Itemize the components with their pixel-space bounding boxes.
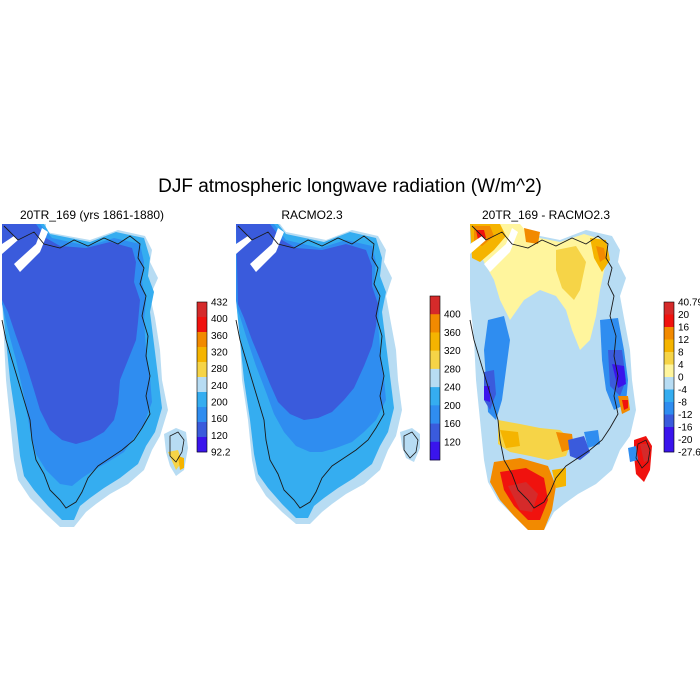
panel-1-colorbar-swatch bbox=[197, 407, 207, 423]
panel-3-colorbar-swatch bbox=[664, 352, 674, 365]
panel-1-coastline bbox=[1, 225, 151, 509]
panel-1-colorbar-swatch bbox=[197, 317, 207, 333]
panel-3-colorbar-label: 20 bbox=[678, 310, 690, 321]
panel-1-colorbar-swatch bbox=[197, 422, 207, 438]
panel-1-colorbar-swatch bbox=[197, 362, 207, 378]
figure-title: DJF atmospheric longwave radiation (W/m^… bbox=[158, 176, 542, 197]
panel-3-title: 20TR_169 - RACMO2.3 bbox=[481, 208, 611, 222]
panel-3-colorbar-swatch bbox=[664, 414, 674, 428]
panel-2-colorbar-swatch bbox=[430, 423, 440, 443]
panel-1-colorbar-label: 360 bbox=[211, 331, 228, 342]
panel-1-colorbar-swatch bbox=[197, 377, 207, 393]
panel-3-south-warm bbox=[498, 420, 572, 460]
panel-1-colorbar-swatch bbox=[197, 347, 207, 363]
panel-1-colorbar-label: 432 bbox=[211, 298, 228, 309]
panel-1-interior bbox=[2, 224, 140, 444]
panel-1-colorbar-frame bbox=[196, 301, 208, 453]
panel-3-colorbar-swatch bbox=[664, 314, 674, 328]
panel-2-colorbar-swatch bbox=[430, 405, 440, 424]
panel-3-colorbar-swatch bbox=[664, 402, 674, 415]
panel-2-colorbar-frame bbox=[429, 295, 441, 461]
panel-2-title: RACMO2.3 bbox=[281, 208, 343, 222]
panel-1-title: 20TR_169 (yrs 1861-1880) bbox=[19, 208, 165, 222]
panel-2-colorbar-swatch bbox=[430, 441, 440, 461]
panel-3-map bbox=[469, 224, 652, 530]
panel-2-interior bbox=[236, 224, 378, 420]
panel-3-colorbar-label: -4 bbox=[678, 385, 687, 396]
panel-2-colorbar-label: 200 bbox=[444, 401, 461, 412]
panel-3-colorbar-label: 0 bbox=[678, 373, 684, 384]
panel-3-colorbar-swatch bbox=[664, 439, 674, 453]
panel-2-colorbar-label: 320 bbox=[444, 346, 461, 357]
panel-1-colorbar-label: 280 bbox=[211, 364, 228, 375]
panel-1-colorbar-label: 92.2 bbox=[211, 448, 231, 459]
panel-3-colorbar-swatch bbox=[664, 427, 674, 440]
panel-2-strait bbox=[250, 228, 284, 272]
panel-3-colorbar-swatch bbox=[664, 327, 674, 340]
panel-3-colorbar-swatch bbox=[664, 389, 674, 403]
panel-1-colorbar-label: 160 bbox=[211, 414, 228, 425]
panel-3-colorbar-frame bbox=[663, 301, 675, 453]
panel-1-colorbar-swatch bbox=[197, 332, 207, 348]
panel-3-coastline bbox=[469, 225, 619, 509]
panel-3-colorbar-label: 4 bbox=[678, 360, 684, 371]
panel-2-colorbar-label: 360 bbox=[444, 328, 461, 339]
panel-3-colorbar-label: -8 bbox=[678, 398, 687, 409]
panel-1-colorbar-label: 200 bbox=[211, 398, 228, 409]
panel-1-colorbar-label: 320 bbox=[211, 348, 228, 359]
panel-3-colorbar-label: 12 bbox=[678, 335, 690, 346]
panel-2-colorbar-label: 120 bbox=[444, 437, 461, 448]
panel-2-colorbar-swatch bbox=[430, 387, 440, 406]
panel-2-colorbar-swatch bbox=[430, 368, 440, 388]
panel-2-colorbar-label: 240 bbox=[444, 383, 461, 394]
panel-1-colorbar-swatch bbox=[197, 437, 207, 453]
panel-3-colorbar-label: 40.79 bbox=[678, 298, 700, 309]
panel-3-colorbar-swatch bbox=[664, 339, 674, 353]
colorbars: 43240036032028024020016012092.2400360320… bbox=[196, 295, 700, 461]
panel-2-colorbar-label: 400 bbox=[444, 310, 461, 321]
panel-1-colorbar-label: 400 bbox=[211, 314, 228, 325]
panel-3-colorbar-label: -27.6 bbox=[678, 448, 700, 459]
panel-1-colorbar-label: 120 bbox=[211, 431, 228, 442]
panel-3-colorbar-label: -12 bbox=[678, 410, 693, 421]
panel-3-strait bbox=[484, 228, 518, 272]
panel-1-colorbar-swatch bbox=[197, 302, 207, 318]
panel-2-colorbar-swatch bbox=[430, 296, 440, 315]
panel-1-colorbar-swatch bbox=[197, 392, 207, 408]
panel-3-colorbar-swatch bbox=[664, 302, 674, 315]
panel-3-colorbar-label: -16 bbox=[678, 423, 693, 434]
panel-1-colorbar-label: 240 bbox=[211, 381, 228, 392]
panel-3-colorbar-label: 8 bbox=[678, 348, 684, 359]
panel-2-map bbox=[235, 224, 420, 524]
panel-2-colorbar-label: 280 bbox=[444, 364, 461, 375]
panel-3-colorbar-label: 16 bbox=[678, 323, 690, 334]
panel-2-colorbar-swatch bbox=[430, 332, 440, 351]
panel-2-colorbar-swatch bbox=[430, 314, 440, 333]
panel-2-coastline bbox=[235, 225, 385, 509]
panel-3-colorbar-label: -20 bbox=[678, 435, 693, 446]
panel-2-colorbar-swatch bbox=[430, 350, 440, 370]
panel-3-colorbar-swatch bbox=[664, 364, 674, 378]
panel-1-map bbox=[1, 224, 188, 527]
panel-2-colorbar-label: 160 bbox=[444, 419, 461, 430]
panel-3-colorbar-swatch bbox=[664, 377, 674, 390]
